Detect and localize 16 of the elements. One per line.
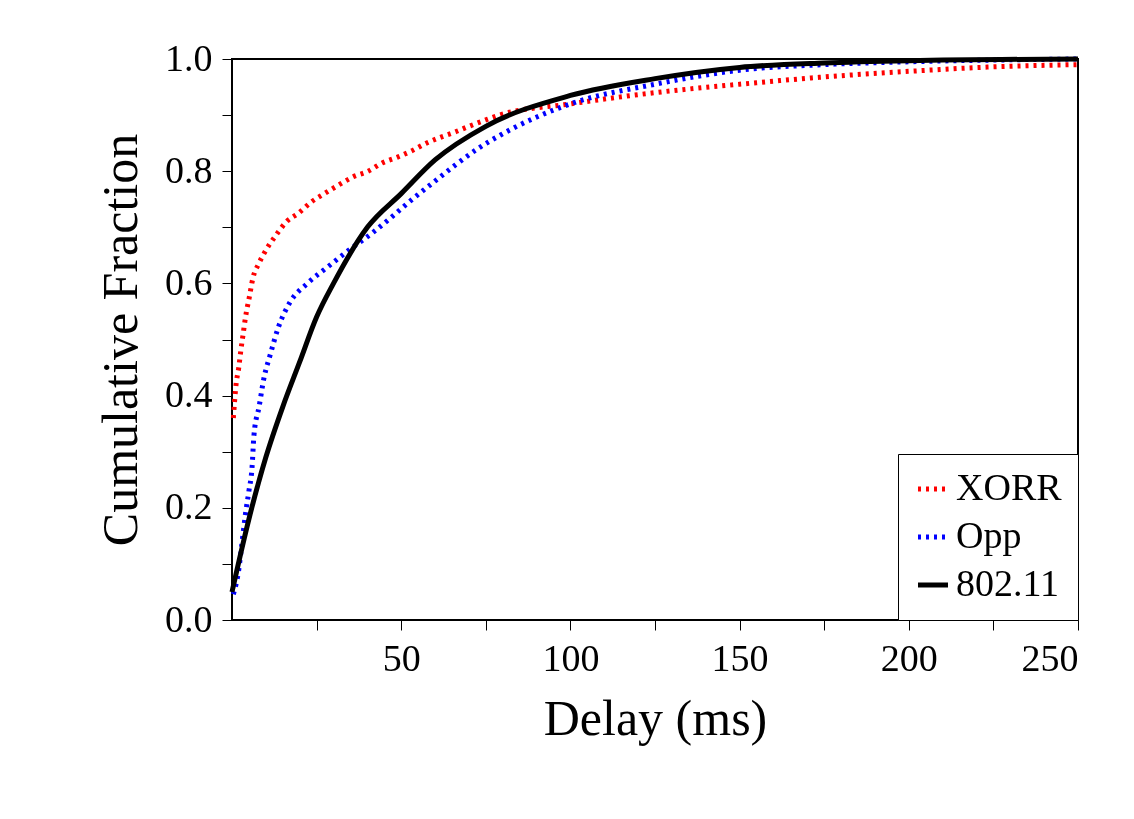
x-axis-title: Delay (ms) [543, 689, 768, 746]
x-tick-label: 150 [711, 636, 769, 679]
legend-label: Opp [956, 514, 1022, 556]
x-tick-label: 50 [382, 636, 421, 679]
y-tick-label: 1.0 [165, 36, 213, 79]
y-axis-title: Cumulative Fraction [92, 133, 148, 547]
y-tick-label: 0.2 [165, 485, 213, 528]
y-tick-label: 0.0 [165, 597, 213, 640]
y-tick-label: 0.8 [165, 148, 213, 191]
legend-label: 802.11 [956, 562, 1060, 604]
x-tick-label: 200 [880, 636, 938, 679]
legend-label: XORR [956, 466, 1063, 508]
x-tick-label: 100 [542, 636, 600, 679]
y-tick-label: 0.6 [165, 260, 213, 303]
x-tick-label: 250 [1021, 636, 1079, 679]
y-tick-label: 0.4 [165, 373, 213, 416]
